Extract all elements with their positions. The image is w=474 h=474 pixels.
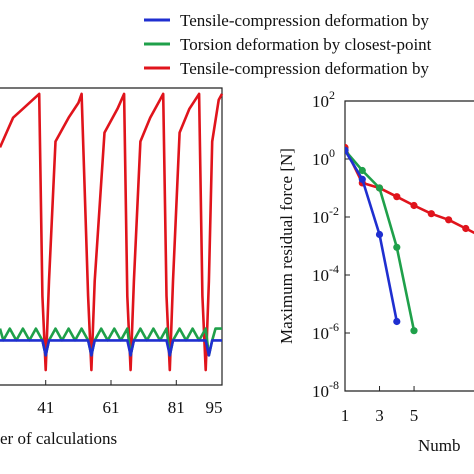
right-y-tick-exp: -6	[329, 320, 339, 334]
left-x-tick-label: 41	[37, 398, 54, 417]
right-y-tick-base: 10	[312, 208, 329, 227]
right-y-tick-exp: 2	[329, 88, 335, 102]
right-y-tick-label: 10-4	[312, 262, 339, 285]
right-series-line-0	[345, 149, 399, 322]
right-y-tick-base: 10	[312, 382, 329, 401]
legend-item-0: Tensile-compression deformation by	[144, 11, 430, 30]
right-series-point-1	[358, 166, 366, 175]
right-y-tick-exp: -2	[329, 204, 339, 218]
left-x-tick-label: 61	[103, 398, 120, 417]
right-y-tick-label: 10-8	[312, 378, 339, 401]
legend: Tensile-compression deformation by Torsio…	[144, 11, 432, 78]
right-y-tick-base: 10	[312, 92, 329, 111]
right-series-group	[345, 143, 474, 335]
right-series-point-0	[345, 146, 349, 154]
right-y-tick-exp: -4	[329, 262, 339, 276]
right-y-tick-label: 10-6	[312, 320, 339, 343]
right-series-point-1	[410, 327, 418, 335]
right-y-tick-base: 10	[312, 266, 329, 285]
right-series-point-2	[427, 210, 435, 218]
right-y-tick-base: 10	[312, 324, 329, 343]
right-series-point-0	[358, 175, 366, 183]
right-plot-frame	[344, 100, 474, 392]
left-plot: 41 61 81 95 er of calculations	[0, 87, 224, 448]
right-y-tick-exp: -8	[329, 378, 339, 392]
right-series-point-1	[393, 243, 401, 251]
right-x-axis-label: Numb	[418, 436, 461, 455]
left-x-tick-label: 95	[206, 398, 223, 417]
legend-item-2: Tensile-compression deformation by	[144, 59, 430, 78]
right-x-tick-label: 1	[341, 406, 350, 425]
right-series-point-1	[375, 184, 384, 192]
left-series-line-1	[0, 327, 222, 357]
left-x-tick-label: 81	[168, 398, 185, 417]
right-x-tick-label: 3	[375, 406, 384, 425]
right-y-axis-label: Maximum residual force [N]	[277, 148, 296, 344]
right-series-line-2	[345, 146, 474, 235]
right-y-tick-base: 10	[312, 150, 329, 169]
legend-label: Tensile-compression deformation by	[180, 11, 430, 30]
left-x-axis-label: er of calculations	[0, 429, 117, 448]
legend-label: Tensile-compression deformation by	[180, 59, 430, 78]
right-series-point-2	[462, 224, 470, 233]
legend-item-1: Torsion deformation by closest-point	[144, 35, 432, 54]
right-series-point-2	[393, 193, 401, 201]
left-series-line-2	[0, 92, 224, 372]
right-series-point-2	[445, 216, 453, 224]
left-series-line-0	[0, 339, 222, 357]
right-y-tick-label: 10-2	[312, 204, 339, 227]
right-x-tick-label: 5	[410, 406, 419, 425]
right-y-tick-exp: 0	[329, 146, 335, 160]
legend-label: Torsion deformation by closest-point	[180, 35, 432, 54]
right-series-point-0	[375, 230, 384, 239]
right-y-tick-label: 100	[312, 146, 335, 169]
right-series-point-0	[393, 317, 401, 326]
right-y-tick-label: 102	[312, 88, 335, 111]
right-series-point-2	[410, 201, 418, 210]
